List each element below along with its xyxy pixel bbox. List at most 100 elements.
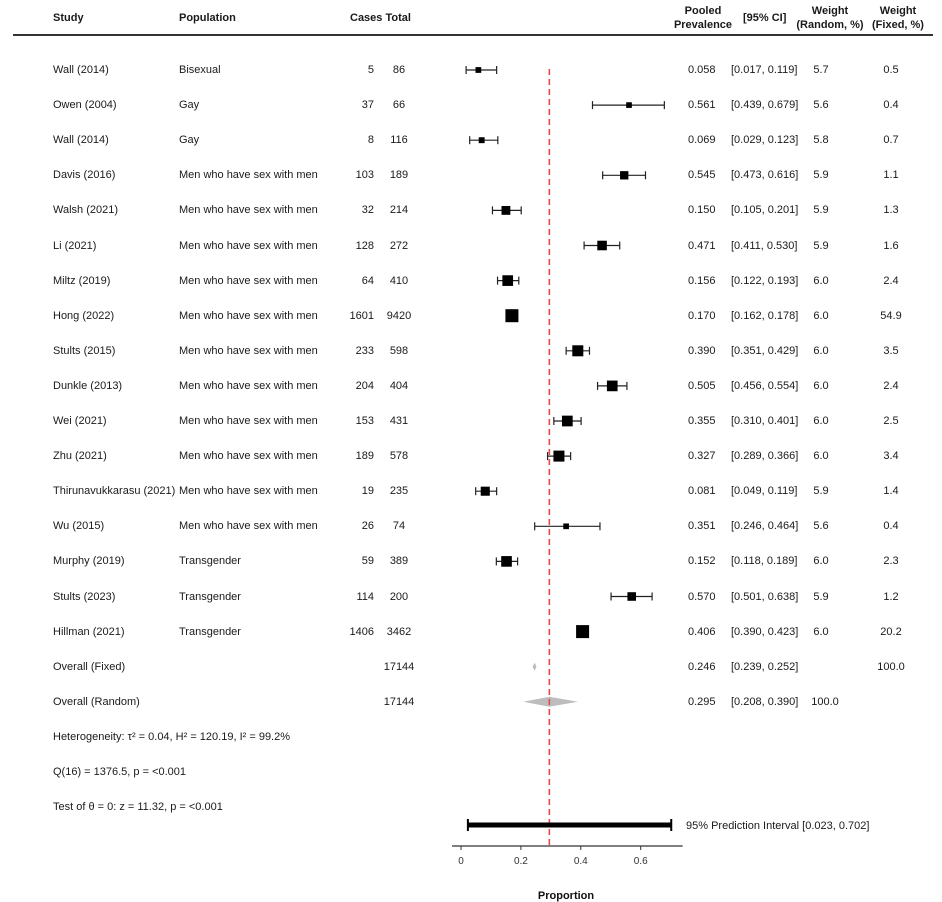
header-wf-line1: Weight xyxy=(879,5,917,17)
study-ci: [0.473, 0.616] xyxy=(731,169,799,182)
study-weight-fixed: 2.4 xyxy=(883,379,899,392)
summary-diamond-random xyxy=(523,696,578,707)
study-population: Transgender xyxy=(179,555,241,568)
study-ci: [0.162, 0.178] xyxy=(731,309,799,322)
study-weight-random: 6.0 xyxy=(813,555,829,568)
study-weight-random: 5.7 xyxy=(813,64,829,76)
study-total: 116 xyxy=(390,134,408,147)
study-cases: 8 xyxy=(367,134,374,147)
study-name: Wall (2014) xyxy=(53,134,109,147)
header-pooled-line2: Prevalence xyxy=(673,19,733,31)
point-estimate-marker xyxy=(505,309,519,323)
study-prevalence: 0.351 xyxy=(688,520,716,533)
study-total: 74 xyxy=(392,520,406,533)
header-wr-line1: Weight xyxy=(811,5,849,17)
study-prevalence: 0.505 xyxy=(688,379,716,392)
study-total: 598 xyxy=(389,344,409,357)
study-weight-fixed: 1.2 xyxy=(883,590,899,603)
header-wr-line2: (Random, %) xyxy=(796,19,864,31)
overall-name: Overall (Random) xyxy=(53,695,140,708)
study-ci: [0.310, 0.401] xyxy=(731,415,799,427)
study-prevalence: 0.069 xyxy=(688,134,716,147)
study-weight-fixed: 1.1 xyxy=(883,169,899,182)
study-weight-random: 6.0 xyxy=(813,274,829,287)
study-weight-random: 5.6 xyxy=(813,99,829,112)
study-weight-random: 6.0 xyxy=(813,344,829,357)
study-ci: [0.246, 0.464] xyxy=(731,520,799,533)
study-weight-fixed: 20.2 xyxy=(880,625,902,638)
header-pooled-prevalence: Pooled Prevalence xyxy=(670,4,736,32)
study-total: 189 xyxy=(389,169,409,182)
study-name: Wei (2021) xyxy=(53,415,107,427)
study-weight-random: 6.0 xyxy=(813,309,829,322)
study-weight-fixed: 3.4 xyxy=(883,450,899,463)
study-cases: 114 xyxy=(356,590,374,603)
study-population: Gay xyxy=(179,134,200,147)
study-population: Gay xyxy=(179,99,200,112)
overall-prevalence: 0.246 xyxy=(688,660,716,673)
study-cases: 64 xyxy=(361,274,374,287)
study-population: Men who have sex with men xyxy=(179,415,318,427)
overall-prevalence: 0.295 xyxy=(688,695,716,708)
study-prevalence: 0.081 xyxy=(688,485,716,498)
study-weight-fixed: 3.5 xyxy=(883,344,899,357)
study-prevalence: 0.570 xyxy=(688,590,716,603)
study-weight-random: 6.0 xyxy=(813,625,829,638)
study-cases: 103 xyxy=(355,169,374,182)
heterogeneity-stats: Heterogeneity: τ² = 0.04, H² = 120.19, I… xyxy=(53,731,291,743)
study-total: 86 xyxy=(392,64,406,76)
header-rule xyxy=(13,34,933,36)
study-population: Men who have sex with men xyxy=(179,309,318,322)
study-prevalence: 0.390 xyxy=(688,344,716,357)
study-weight-random: 5.9 xyxy=(813,590,829,603)
header-pooled-line1: Pooled xyxy=(684,5,722,17)
study-total: 389 xyxy=(389,555,409,568)
point-estimate-marker xyxy=(502,275,514,286)
study-name: Wu (2015) xyxy=(53,520,105,533)
study-population: Bisexual xyxy=(179,64,221,76)
overall-name: Overall (Fixed) xyxy=(53,660,126,673)
study-ci: [0.501, 0.638] xyxy=(731,590,799,603)
point-estimate-marker xyxy=(501,556,512,567)
study-ci: [0.390, 0.423] xyxy=(731,625,799,638)
header-cases-total: Cases Total xyxy=(350,12,411,24)
study-name: Hillman (2021) xyxy=(53,625,125,638)
study-cases: 37 xyxy=(361,99,374,112)
study-population: Transgender xyxy=(179,590,241,603)
study-total: 200 xyxy=(389,590,409,603)
study-total: 235 xyxy=(389,485,409,498)
study-name: Stults (2023) xyxy=(53,590,116,603)
study-prevalence: 0.471 xyxy=(688,239,716,252)
study-weight-random: 5.9 xyxy=(813,239,829,252)
q-test-stats: Q(16) = 1376.5, p = <0.001 xyxy=(53,766,187,778)
study-prevalence: 0.170 xyxy=(688,309,716,322)
header-weight-fixed: Weight (Fixed, %) xyxy=(863,4,933,32)
study-name: Hong (2022) xyxy=(53,309,115,322)
study-weight-fixed: 2.3 xyxy=(883,555,899,568)
study-total: 214 xyxy=(389,204,409,217)
study-weight-fixed: 0.4 xyxy=(883,99,899,112)
study-ci: [0.122, 0.193] xyxy=(731,274,799,287)
study-name: Stults (2015) xyxy=(53,344,116,357)
point-estimate-marker xyxy=(501,205,511,215)
study-prevalence: 0.561 xyxy=(688,99,716,112)
study-name: Li (2021) xyxy=(53,239,97,252)
study-prevalence: 0.058 xyxy=(688,64,716,76)
study-weight-random: 5.8 xyxy=(813,134,829,147)
study-cases: 204 xyxy=(355,379,374,392)
study-name: Zhu (2021) xyxy=(53,450,107,463)
study-prevalence: 0.152 xyxy=(688,555,716,568)
study-ci: [0.289, 0.366] xyxy=(731,450,799,463)
study-population: Men who have sex with men xyxy=(179,169,318,182)
study-weight-random: 5.6 xyxy=(813,520,829,533)
study-ci: [0.118, 0.189] xyxy=(731,555,798,568)
study-cases: 1406 xyxy=(349,625,374,638)
x-axis-title: Proportion xyxy=(538,890,594,902)
study-weight-random: 6.0 xyxy=(813,415,829,427)
study-population: Men who have sex with men xyxy=(179,485,318,498)
study-cases: 189 xyxy=(355,450,374,463)
x-tick-label: 0.4 xyxy=(574,856,588,867)
header-wf-line2: (Fixed, %) xyxy=(872,19,924,31)
study-cases: 1601 xyxy=(349,309,374,322)
